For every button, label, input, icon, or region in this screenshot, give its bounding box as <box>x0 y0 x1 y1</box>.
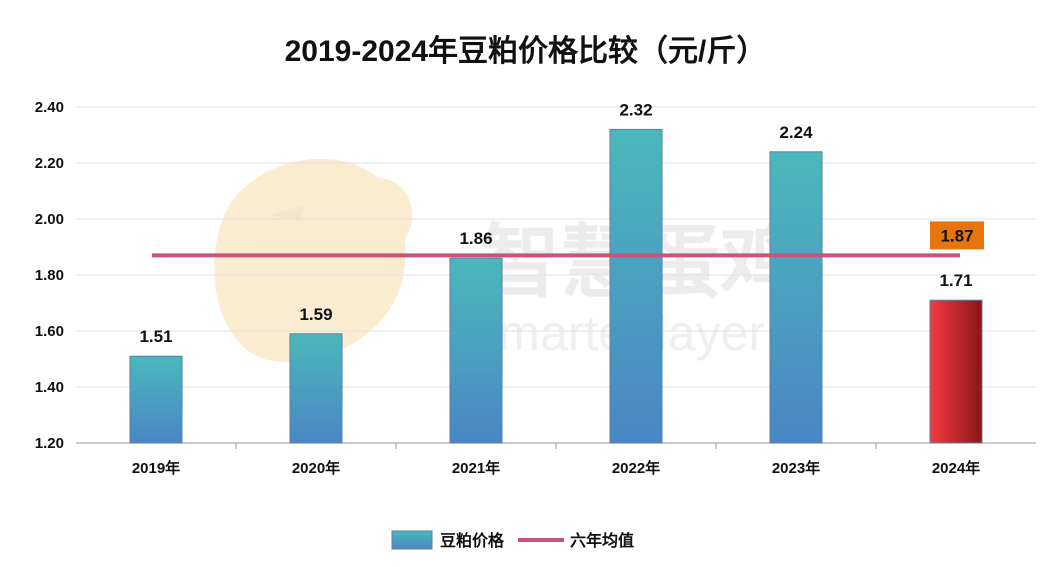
y-axis: 1.20 1.40 1.60 1.80 2.00 2.20 2.40 <box>35 99 64 452</box>
bar <box>769 151 823 444</box>
average-line-group: 1.87 <box>152 221 984 258</box>
y-tick-label: 2.40 <box>35 99 64 116</box>
bar <box>289 333 343 444</box>
data-label: 2.32 <box>619 100 652 119</box>
x-axis: 2019年 2020年 2021年 2022年 2023年 2024年 <box>132 443 980 477</box>
y-tick-label: 2.20 <box>35 155 64 172</box>
x-tick-label: 2024年 <box>932 459 980 477</box>
average-label: 1.87 <box>940 226 973 245</box>
legend: 豆粕价格 六年均值 <box>391 530 634 550</box>
data-labels: 1.51 1.59 1.86 2.32 2.24 1.71 <box>139 100 972 346</box>
chart-title: 2019-2024年豆粕价格比较（元/斤） <box>284 35 767 68</box>
data-label: 1.51 <box>139 327 172 346</box>
average-label-box <box>930 221 984 250</box>
bar <box>449 257 503 444</box>
y-tick-label: 1.60 <box>35 323 64 340</box>
y-tick-label: 1.20 <box>35 435 64 452</box>
data-label: 1.71 <box>939 271 972 290</box>
legend-label-line: 六年均值 <box>570 531 634 550</box>
x-tick-label: 2019年 <box>132 459 180 477</box>
x-tick-label: 2022年 <box>612 459 660 477</box>
data-label: 2.24 <box>779 123 813 142</box>
x-tick-label: 2021年 <box>452 459 500 477</box>
gridlines <box>76 106 1036 444</box>
bar <box>129 355 183 444</box>
legend-label-bar: 豆粕价格 <box>440 531 505 550</box>
bar-series <box>129 128 983 444</box>
legend-swatch-bar <box>391 530 433 550</box>
data-label: 1.86 <box>459 229 492 248</box>
y-tick-label: 1.40 <box>35 379 64 396</box>
x-tick-label: 2023年 <box>772 459 820 477</box>
bar <box>609 128 663 444</box>
data-label: 1.59 <box>299 305 332 324</box>
y-tick-label: 2.00 <box>35 211 64 228</box>
y-tick-label: 1.80 <box>35 267 64 284</box>
x-tick-label: 2020年 <box>292 459 340 477</box>
bar <box>929 299 983 444</box>
